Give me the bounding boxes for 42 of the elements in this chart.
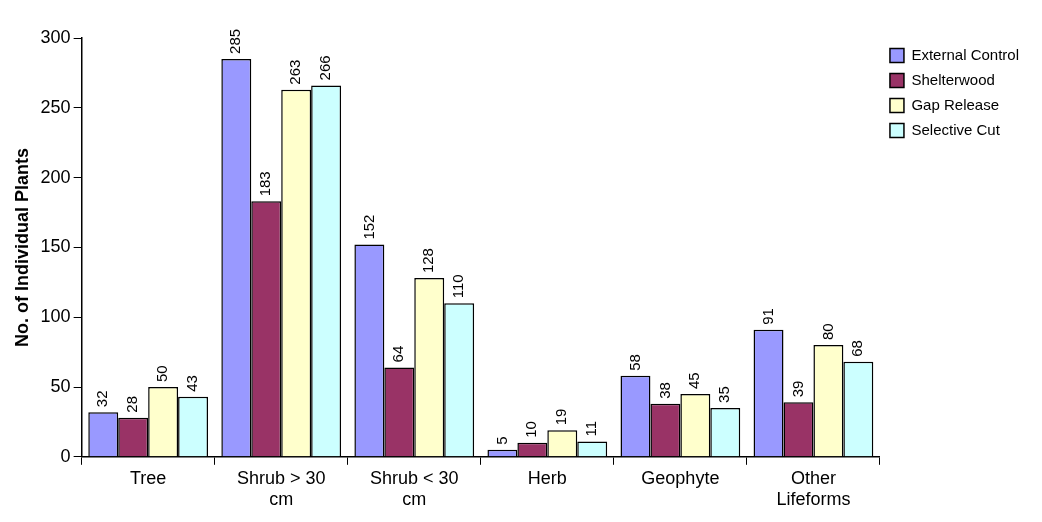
x-tick-label: Tree [129, 467, 167, 488]
data-label: 38 [655, 382, 673, 399]
legend-label: Gap Release [911, 95, 1000, 113]
y-axis-title: No. of Individual Plants [11, 147, 32, 347]
data-label: 183 [256, 171, 274, 197]
data-label: 152 [359, 214, 377, 240]
y-tick-label: 50 [50, 375, 71, 396]
data-label: 19 [552, 408, 570, 426]
data-label: 128 [419, 248, 437, 274]
data-label: 58 [625, 354, 643, 371]
y-tick-label: 200 [40, 166, 71, 187]
data-label: 285 [226, 28, 244, 54]
data-label: 32 [93, 390, 111, 408]
x-tick-label: Shrub > 30 cm [236, 467, 326, 510]
data-label: 5 [492, 436, 510, 445]
y-tick-label: 0 [60, 445, 71, 466]
data-label: 35 [715, 386, 733, 403]
legend-label: Selective Cut [911, 120, 1001, 138]
y-tick-label: 300 [40, 26, 71, 47]
data-label: 45 [685, 372, 703, 389]
data-label: 64 [389, 345, 407, 363]
data-label: 39 [788, 380, 806, 398]
data-label: 43 [183, 375, 201, 392]
x-tick-label: Geophyte [641, 467, 720, 488]
y-tick-label: 250 [40, 96, 71, 117]
legend-label: Shelterwood [911, 70, 995, 88]
data-label: 91 [758, 308, 776, 325]
data-label: 28 [123, 396, 141, 413]
y-tick-label: 100 [40, 306, 71, 327]
data-label: 68 [848, 340, 866, 357]
x-tick-label: Shrub < 30 cm [369, 467, 459, 510]
data-label: 10 [522, 421, 540, 438]
data-label: 266 [316, 55, 334, 81]
data-label: 50 [153, 365, 171, 382]
y-tick-label: 150 [40, 236, 71, 257]
data-label: 263 [286, 59, 304, 85]
legend-label: External Control [911, 45, 1020, 63]
x-tick-label: Other Lifeforms [776, 467, 851, 510]
data-label: 11 [582, 420, 600, 437]
x-tick-label: Herb [527, 467, 567, 488]
data-label: 80 [818, 323, 836, 341]
data-label: 110 [449, 274, 467, 299]
